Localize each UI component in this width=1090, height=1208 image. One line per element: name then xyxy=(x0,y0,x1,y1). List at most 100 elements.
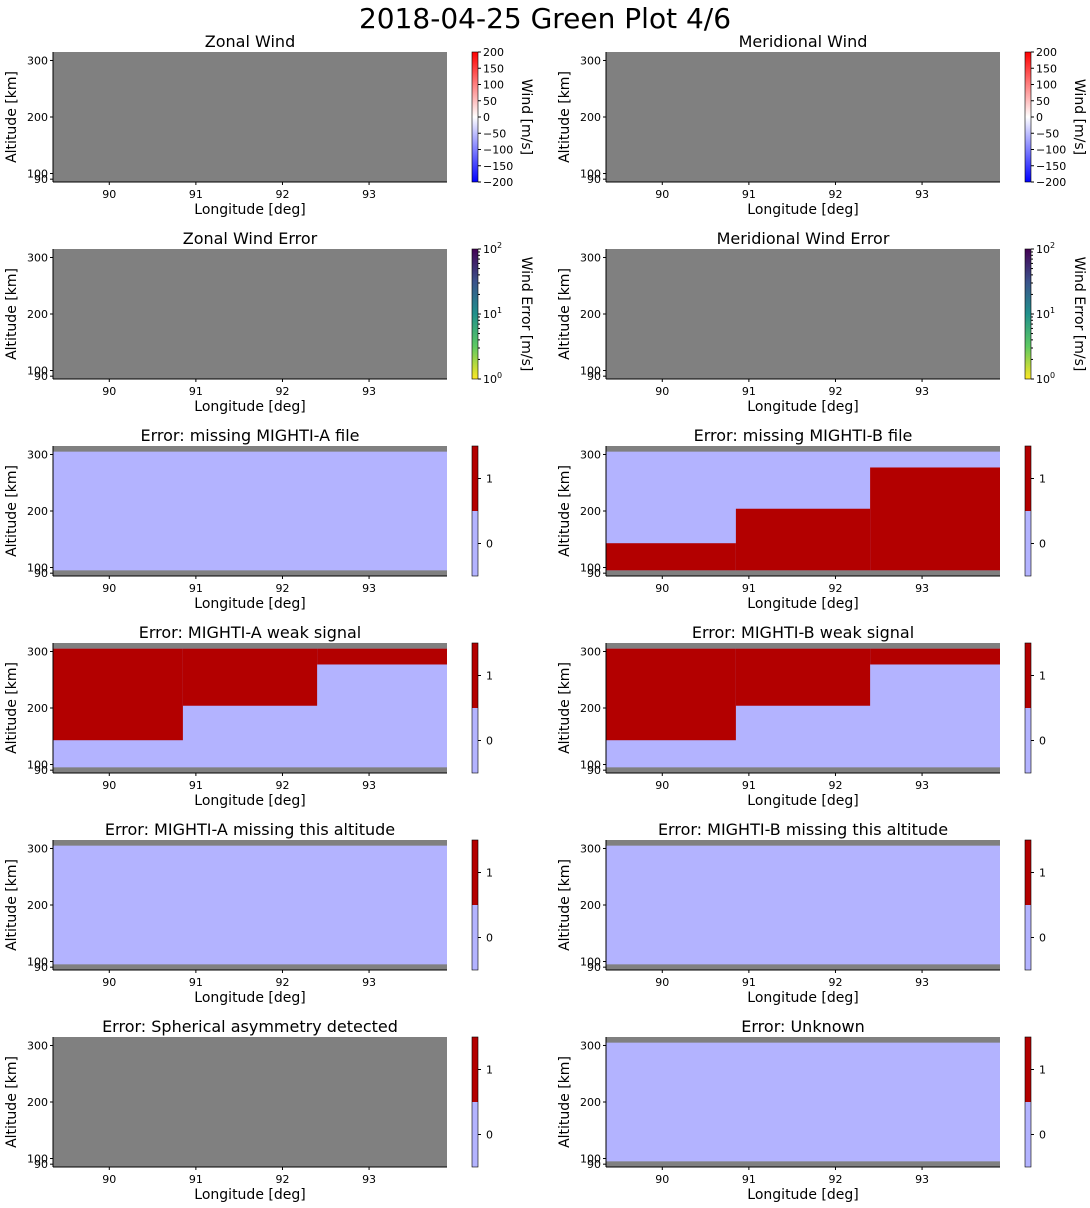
y-axis-label: Altitude [km] xyxy=(4,268,20,360)
subplot-title: Meridional Wind xyxy=(739,32,868,51)
flag-cell-0 xyxy=(53,451,447,571)
x-tick-label: 92 xyxy=(828,779,842,792)
y-axis-label: Altitude [km] xyxy=(4,71,20,163)
x-tick-label: 93 xyxy=(362,976,376,989)
y-tick-label: 200 xyxy=(27,111,48,124)
subplot-title: Zonal Wind Error xyxy=(183,229,318,248)
colorbar: 10 xyxy=(1024,445,1046,577)
missing-data-area xyxy=(53,1037,447,1167)
colorbar-segment-1 xyxy=(1025,643,1031,708)
colorbar-tick-label: 102 xyxy=(483,241,502,256)
colorbar-segment-0 xyxy=(472,905,478,970)
y-tick-label: 100 xyxy=(27,365,48,378)
colorbar-outline xyxy=(1024,839,1032,971)
colorbar-segment-0 xyxy=(1025,511,1031,576)
x-tick-label: 92 xyxy=(275,779,289,792)
y-tick-label: 90 xyxy=(34,764,48,777)
colorbar-tick-label: −150 xyxy=(483,160,513,173)
colorbar-segment-1 xyxy=(472,840,478,905)
colorbar-tick-label: 1 xyxy=(1039,1064,1046,1077)
colorbar: 102 101 100 Wind Error [m/s] xyxy=(471,241,534,386)
x-tick-label: 90 xyxy=(102,582,116,595)
colorbar-tick-label: 1 xyxy=(1039,670,1046,683)
y-axis-label: Altitude [km] xyxy=(4,859,20,951)
y-tick-label: 300 xyxy=(27,1039,48,1052)
x-tick-label: 93 xyxy=(362,385,376,398)
colorbar-tick-label: 0 xyxy=(1039,932,1046,945)
y-tick-label: 100 xyxy=(27,759,48,772)
subplot-title: Error: missing MIGHTI-B file xyxy=(694,426,913,445)
colorbar-tick-label: 100 xyxy=(1036,371,1055,386)
colorbar: 200 150 100 50 0 −50 −100 −150 −200 Wind [m/s] xyxy=(471,46,534,189)
colorbar-tick-label: 102 xyxy=(1036,241,1055,256)
colorbar-tick-label: 0 xyxy=(1039,735,1046,748)
colorbar-tick-label: 101 xyxy=(1036,306,1055,321)
x-tick-label: 90 xyxy=(102,779,116,792)
subplot-4: Meridional Wind Error 90 91 92 93 100 200 300 90… xyxy=(557,229,1087,415)
x-tick-label: 93 xyxy=(915,188,929,201)
missing-data-area xyxy=(606,249,1000,379)
y-tick-label: 300 xyxy=(580,1039,601,1052)
y-tick-label: 200 xyxy=(27,308,48,321)
colorbar-tick-label: −100 xyxy=(483,144,513,157)
y-tick-label: 200 xyxy=(580,111,601,124)
flag-cell-0 xyxy=(606,1042,1000,1162)
x-tick-label: 90 xyxy=(102,976,116,989)
y-axis-label: Altitude [km] xyxy=(557,268,573,360)
y-tick-label: 300 xyxy=(27,645,48,658)
y-axis-label: Altitude [km] xyxy=(4,465,20,557)
subplot-title: Error: Spherical asymmetry detected xyxy=(102,1017,398,1036)
x-tick-label: 92 xyxy=(275,1173,289,1186)
y-tick-label: 90 xyxy=(587,1158,601,1171)
colorbar-segment-0 xyxy=(1025,708,1031,773)
x-axis-label: Longitude [deg] xyxy=(747,202,858,218)
colorbar-label: Wind Error [m/s] xyxy=(1071,257,1087,372)
colorbar: 10 xyxy=(471,1036,493,1168)
colorbar-tick-label: 0 xyxy=(486,1129,493,1142)
y-tick-label: 300 xyxy=(580,54,601,67)
x-tick-label: 91 xyxy=(189,385,203,398)
subplot-title: Error: MIGHTI-B weak signal xyxy=(692,623,914,642)
colorbar-outline xyxy=(1024,642,1032,774)
x-tick-label: 90 xyxy=(655,779,669,792)
y-tick-label: 200 xyxy=(580,1096,601,1109)
y-tick-label: 100 xyxy=(580,562,601,575)
y-tick-label: 300 xyxy=(580,842,601,855)
missing-data-area xyxy=(53,52,447,182)
colorbar-tick-label: 1 xyxy=(486,473,493,486)
y-tick-label: 100 xyxy=(27,562,48,575)
colorbar-tick-label: 200 xyxy=(483,46,504,59)
y-tick-label: 300 xyxy=(580,251,601,264)
y-tick-label: 200 xyxy=(580,702,601,715)
x-axis-label: Longitude [deg] xyxy=(194,202,305,218)
y-tick-label: 300 xyxy=(27,54,48,67)
subplot-title: Meridional Wind Error xyxy=(717,229,890,248)
colorbar-tick-label: 100 xyxy=(1036,79,1057,92)
colorbar: 10 xyxy=(1024,1036,1046,1168)
flag-cell-1 xyxy=(870,467,1000,571)
colorbar-tick-label: 0 xyxy=(483,111,490,124)
colorbar-tick-label: 150 xyxy=(1036,62,1057,75)
subplot-title: Error: MIGHTI-A weak signal xyxy=(139,623,362,642)
y-axis-label: Altitude [km] xyxy=(557,859,573,951)
colorbar-tick-label: 0 xyxy=(1039,538,1046,551)
x-tick-label: 91 xyxy=(742,779,756,792)
colorbar-tick-label: 100 xyxy=(483,371,502,386)
colorbar-tick-label: 0 xyxy=(486,735,493,748)
colorbar-segment-0 xyxy=(472,708,478,773)
colorbar-outline xyxy=(471,642,479,774)
colorbar-tick-label: 101 xyxy=(483,306,502,321)
x-tick-label: 90 xyxy=(102,385,116,398)
y-tick-label: 300 xyxy=(27,842,48,855)
x-tick-label: 92 xyxy=(275,385,289,398)
colorbar-tick-label: 0 xyxy=(1036,111,1043,124)
y-tick-label: 300 xyxy=(580,448,601,461)
colorbar: 102 101 100 Wind Error [m/s] xyxy=(1024,241,1087,386)
y-tick-label: 90 xyxy=(587,370,601,383)
colorbar-outline xyxy=(1024,51,1032,183)
subplot-title: Error: missing MIGHTI-A file xyxy=(141,426,360,445)
colorbar-tick-label: −200 xyxy=(483,176,513,189)
colorbar-segment-1 xyxy=(1025,446,1031,511)
x-tick-label: 93 xyxy=(362,582,376,595)
flag-cell-1 xyxy=(53,648,183,741)
